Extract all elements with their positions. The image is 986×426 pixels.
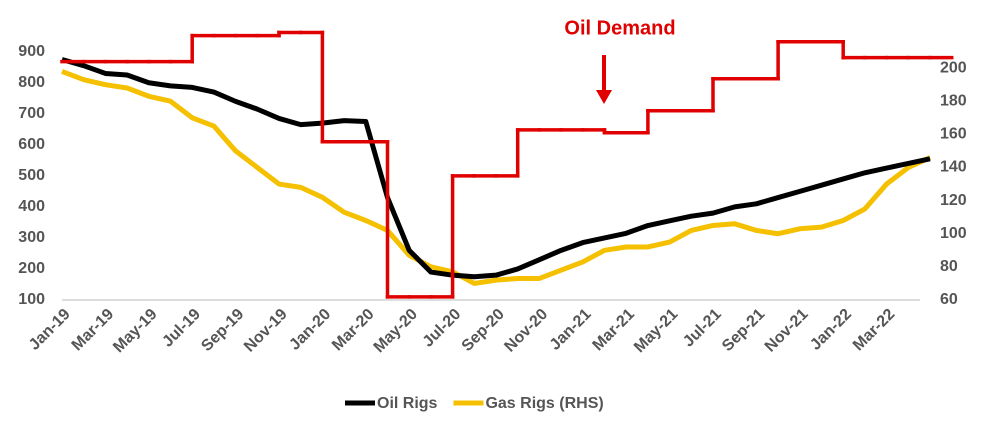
x-tick-label: Nov-19: [241, 306, 291, 356]
x-tick-label: Mar-22: [850, 306, 899, 355]
y-tick-label: 700: [18, 105, 45, 122]
series-line: [61, 57, 931, 280]
y-tick-label: 400: [18, 198, 45, 215]
x-tick-label: Nov-20: [501, 306, 551, 356]
y2-tick-label: 120: [940, 192, 967, 209]
y-tick-label: 900: [18, 43, 45, 60]
x-tick-label: Jan-19: [26, 306, 74, 354]
x-tick-label: Jan-22: [807, 306, 855, 354]
x-tick-label: Mar-20: [329, 306, 378, 355]
x-tick-label: Jul-20: [420, 306, 465, 351]
x-tick-label: Sep-20: [459, 306, 508, 355]
x-tick-label: Sep-21: [719, 306, 768, 355]
x-tick-label: Mar-21: [590, 306, 639, 355]
x-tick-label: May-20: [371, 306, 421, 356]
x-tick-label: Jan-20: [286, 306, 334, 354]
x-tick-label: Jan-21: [547, 306, 595, 354]
x-tick-label: Sep-19: [198, 306, 247, 355]
y-tick-label: 300: [18, 229, 45, 246]
y2-tick-label: 200: [940, 59, 967, 76]
y-tick-label: 100: [18, 291, 45, 308]
x-tick-label: May-21: [631, 306, 681, 356]
y-tick-label: 200: [18, 260, 45, 277]
y-tick-label: 600: [18, 136, 45, 153]
y-tick-label: 800: [18, 74, 45, 91]
y2-tick-label: 180: [940, 92, 967, 109]
y-tick-label: 500: [18, 167, 45, 184]
y2-tick-label: 100: [940, 225, 967, 242]
y2-tick-label: 160: [940, 126, 967, 143]
series-line: [61, 69, 932, 286]
x-tick-label: May-19: [110, 306, 160, 356]
annotation-arrowhead: [596, 90, 612, 104]
annotation: Oil Demand: [564, 17, 675, 39]
x-tick-label: Nov-21: [762, 306, 812, 356]
legend-label: Oil Rigs: [377, 395, 438, 412]
legend-label: Gas Rigs (RHS): [485, 395, 603, 412]
y2-tick-label: 140: [940, 159, 967, 176]
y2-tick-label: 80: [940, 258, 958, 275]
x-tick-label: Jul-19: [159, 306, 204, 351]
x-tick-label: Mar-19: [69, 306, 118, 355]
y2-tick-label: 60: [940, 291, 958, 308]
x-tick-label: Jul-21: [680, 306, 725, 351]
